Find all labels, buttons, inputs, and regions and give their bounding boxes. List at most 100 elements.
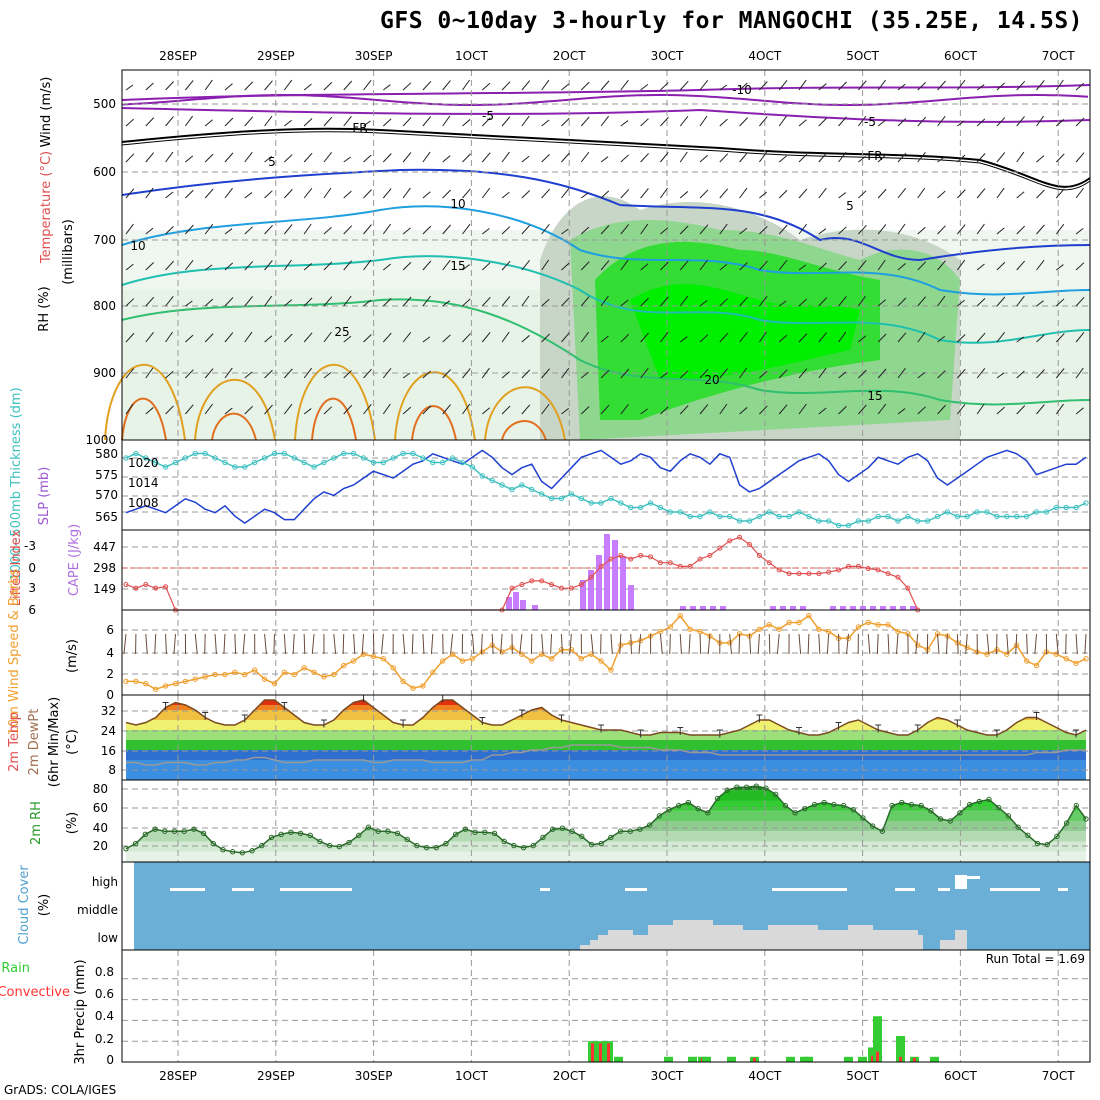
wind-barb <box>996 227 1005 235</box>
li-point <box>796 571 802 577</box>
thickness-line-point <box>242 464 248 470</box>
rh-line-point <box>695 806 701 812</box>
thickness-line-point <box>1053 504 1060 511</box>
wind-barb <box>877 119 886 127</box>
thickness-line-point <box>1063 504 1069 511</box>
wind-barb <box>857 80 867 91</box>
date-label-bottom: 1OCT <box>455 1069 488 1083</box>
wind-speed-line-point <box>499 649 505 655</box>
wind-barb <box>501 116 511 127</box>
li-point <box>776 567 782 573</box>
cloud-high <box>772 888 847 891</box>
wind-barb <box>184 404 194 415</box>
wind-tick: 2 <box>106 667 114 681</box>
contour-10 <box>121 205 1091 296</box>
cape-bar <box>700 606 706 610</box>
li-point <box>727 538 733 544</box>
li-point <box>707 552 713 558</box>
rh-line-point <box>549 826 556 832</box>
thickness-line-point <box>786 513 792 520</box>
rh-line-point <box>1005 813 1012 819</box>
contour-30 <box>311 397 357 441</box>
wind-barb <box>323 116 333 127</box>
date-label-top: 7OCT <box>1042 49 1075 63</box>
wind-barb <box>679 260 689 271</box>
slp-left-tick: 565 <box>95 510 118 524</box>
temp-band <box>126 705 1086 710</box>
li-point <box>697 556 703 562</box>
precip-conv-bar <box>591 1043 594 1062</box>
rh-line-point <box>511 842 517 849</box>
wind-barb <box>244 116 254 127</box>
wind-barb <box>1055 223 1065 235</box>
cloud-high <box>170 888 205 891</box>
li-point <box>133 585 139 591</box>
wind-barb <box>422 191 431 199</box>
wind-barb <box>620 333 630 343</box>
wind-barb <box>877 79 886 91</box>
wind-speed-line-point <box>331 671 337 678</box>
wind-barb <box>343 156 351 163</box>
wind-barb <box>402 296 412 307</box>
wind-speed-line-point <box>855 624 862 630</box>
date-label-top: 30SEP <box>355 49 393 63</box>
li-point <box>578 582 584 588</box>
wind-speed-line-point <box>479 649 485 655</box>
li-point <box>657 560 663 566</box>
li-tick: 3 <box>28 581 36 595</box>
wind-barb <box>244 261 254 271</box>
precip-conv-bar <box>913 1057 916 1062</box>
wind-barb-10m <box>630 633 632 655</box>
wind-barb-10m <box>738 633 741 655</box>
wind-barb <box>462 79 470 91</box>
upper-y-tick: 700 <box>93 233 116 247</box>
wind-barb <box>402 82 412 91</box>
rh-line-point <box>996 804 1002 811</box>
wind-barb <box>996 117 1006 127</box>
wind-barb <box>937 115 946 127</box>
cloud-high-block <box>955 875 967 889</box>
wind-barb <box>541 259 550 271</box>
wind-barb-10m <box>1084 633 1087 655</box>
date-label-top: 1OCT <box>455 49 488 63</box>
contour-30 <box>501 420 547 441</box>
wind-barb <box>561 187 570 199</box>
upper-y-tick: 600 <box>93 165 116 179</box>
wind-barb <box>363 368 372 379</box>
wind-barb <box>917 261 927 271</box>
wind-speed-line-point <box>588 651 594 657</box>
thickness-line-point <box>489 477 495 484</box>
li-point <box>766 560 772 566</box>
rh-line-point <box>840 802 847 809</box>
wind-barb <box>481 262 491 271</box>
wind-barb <box>303 83 312 91</box>
wind-barb <box>580 371 589 379</box>
wind-barb <box>778 259 788 271</box>
wind-barb-10m <box>965 633 968 655</box>
thickness-line-point <box>311 464 317 470</box>
wind-barb-10m <box>242 633 246 655</box>
wind-barb <box>679 80 689 91</box>
wind-barb <box>541 223 550 235</box>
date-label-bottom: 3OCT <box>651 1069 684 1083</box>
wind-barb-10m <box>1065 633 1067 655</box>
wind-barb <box>521 260 530 271</box>
wind-barb <box>224 228 233 235</box>
thickness-line-point <box>538 491 545 497</box>
wind-barb <box>600 225 610 235</box>
rh-line-point <box>491 830 498 836</box>
slp-line <box>125 449 1087 525</box>
li-point <box>836 567 842 573</box>
wind-barb <box>917 81 926 91</box>
li-point <box>905 585 911 591</box>
thickness-line-point <box>855 518 862 524</box>
thickness-line-point <box>816 518 822 524</box>
wind-barb <box>204 264 213 271</box>
date-label-bottom: 2OCT <box>553 1069 586 1083</box>
wind-barb <box>541 403 550 415</box>
wind-barb <box>818 83 827 91</box>
contour-25 <box>294 363 376 441</box>
wind-barb-10m <box>679 633 682 655</box>
thickness-line-point <box>707 509 713 515</box>
